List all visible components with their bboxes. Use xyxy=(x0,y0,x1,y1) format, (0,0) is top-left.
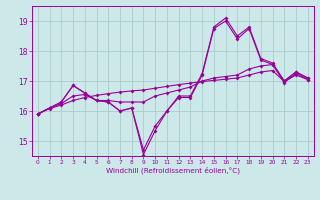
X-axis label: Windchill (Refroidissement éolien,°C): Windchill (Refroidissement éolien,°C) xyxy=(106,167,240,174)
